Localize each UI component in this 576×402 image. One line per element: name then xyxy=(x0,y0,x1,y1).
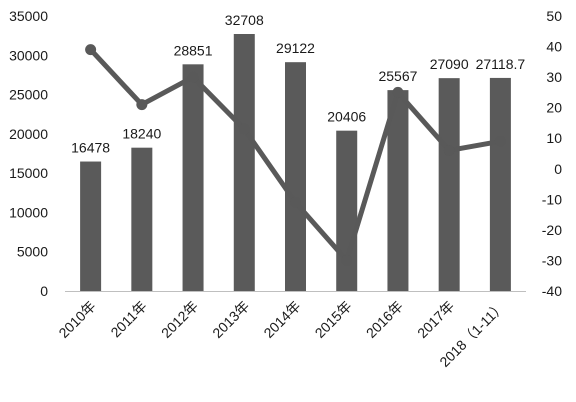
category-label: 2012年 xyxy=(158,298,201,341)
right-axis-tick-label: -30 xyxy=(542,252,562,268)
line-point xyxy=(85,44,97,56)
x-axis-categories: 2010年 2011年 2012年 2013年 2014年 2015年 2016年 2017年… xyxy=(55,298,508,370)
right-axis-tick-label: 10 xyxy=(546,130,562,146)
right-axis-tick-label: 0 xyxy=(554,161,562,177)
left-axis-tick-label: 25000 xyxy=(9,87,48,103)
left-axis-tick-label: 15000 xyxy=(9,165,48,181)
right-axis-tick-label: -10 xyxy=(542,191,562,207)
bar-data-label: 25567 xyxy=(378,68,417,84)
bar-data-label: 27118.7 xyxy=(476,56,526,72)
category-label: 2017年 xyxy=(414,298,457,341)
bar xyxy=(182,64,204,291)
left-axis-tick-label: 0 xyxy=(40,283,48,299)
line-point xyxy=(136,99,148,111)
left-axis-tick-label: 20000 xyxy=(9,126,48,142)
left-axis-tick-label: 5000 xyxy=(17,244,48,260)
category-label: 2013年 xyxy=(209,298,252,341)
bar-data-label: 16478 xyxy=(71,140,110,156)
line-point xyxy=(341,254,353,266)
bar xyxy=(233,34,255,291)
bar-data-label: 27090 xyxy=(430,56,469,72)
left-axis: 0 5000 10000 15000 20000 25000 30000 35000 xyxy=(9,8,48,299)
bar xyxy=(438,78,460,292)
right-axis-tick-label: -40 xyxy=(542,283,562,299)
bar-data-label: 20406 xyxy=(327,109,366,125)
left-axis-tick-label: 30000 xyxy=(9,47,48,63)
right-axis: -40 -30 -20 -10 0 10 20 30 40 50 xyxy=(542,8,562,299)
right-axis-tick-label: 50 xyxy=(546,8,562,24)
bar-data-label: 18240 xyxy=(122,126,161,142)
bar xyxy=(489,77,511,291)
category-label: 2016年 xyxy=(363,298,406,341)
line-series xyxy=(85,44,506,266)
category-label: 2015年 xyxy=(312,298,355,341)
left-axis-tick-label: 35000 xyxy=(9,8,48,24)
bar xyxy=(131,147,153,291)
line-point xyxy=(238,123,250,135)
line-point xyxy=(494,135,506,147)
category-label: 2011年 xyxy=(107,298,150,341)
line-point xyxy=(392,86,404,98)
bar-data-label: 32708 xyxy=(225,12,264,28)
bar xyxy=(387,90,409,292)
bar-data-label: 29122 xyxy=(276,40,315,56)
right-axis-tick-label: 40 xyxy=(546,39,562,55)
line-point xyxy=(187,71,199,83)
category-label: 2014年 xyxy=(260,298,303,341)
line-point xyxy=(290,196,301,208)
left-axis-tick-label: 10000 xyxy=(9,204,48,220)
bar xyxy=(80,161,102,291)
bar-data-labels: 16478 18240 28851 32708 29122 20406 25567 27090… xyxy=(71,12,525,156)
right-axis-tick-label: 20 xyxy=(546,100,562,116)
bar-data-label: 28851 xyxy=(174,42,213,58)
bar xyxy=(336,130,358,291)
bar xyxy=(285,62,306,292)
line-point xyxy=(443,144,455,156)
right-axis-tick-label: -20 xyxy=(542,222,562,238)
right-axis-tick-label: 30 xyxy=(546,69,562,85)
category-label: 2010年 xyxy=(55,298,98,341)
bar-series xyxy=(80,34,511,292)
